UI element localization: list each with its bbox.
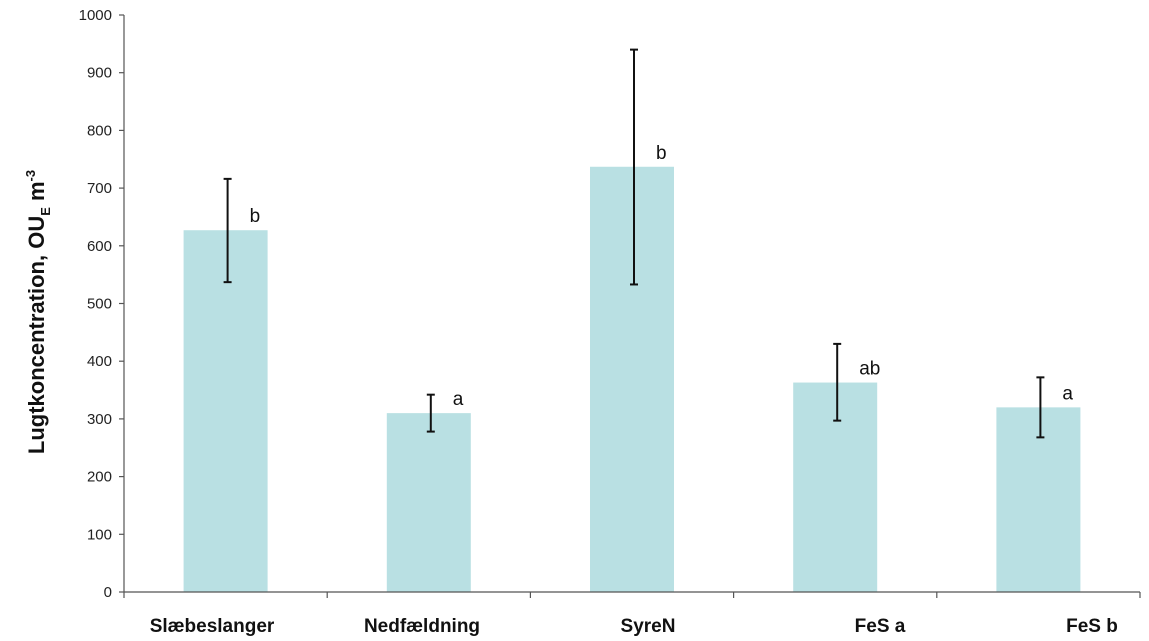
x-category-label: Slæbeslanger	[150, 616, 275, 637]
x-category-label: SyreN	[621, 616, 676, 637]
y-axis-label-main: Lugtkoncentration, OU	[24, 216, 49, 454]
bar	[996, 407, 1081, 592]
significance-letter: a	[1062, 383, 1073, 404]
x-category-label: FeS a	[855, 616, 906, 637]
y-tick-label: 600	[87, 238, 112, 255]
y-tick-label: 700	[87, 180, 112, 197]
y-axis-label: Lugtkoncentration, OUE m-3	[23, 170, 53, 454]
bar	[793, 382, 878, 592]
y-tick-label: 0	[104, 584, 112, 601]
y-tick-label: 500	[87, 296, 112, 313]
y-tick-label: 200	[87, 469, 112, 486]
y-tick-label: 1000	[79, 7, 112, 24]
y-tick-label: 300	[87, 411, 112, 428]
bar	[386, 413, 471, 592]
y-axis-label-superscript: -3	[23, 170, 38, 182]
x-category-label: FeS b	[1066, 616, 1118, 637]
y-tick-label: 100	[87, 526, 112, 543]
significance-letter: ab	[859, 359, 880, 380]
significance-letter: a	[453, 389, 464, 410]
y-tick-label: 800	[87, 122, 112, 139]
y-tick-label: 900	[87, 65, 112, 82]
significance-letter: b	[250, 206, 261, 227]
x-category-label: Nedfældning	[364, 616, 480, 637]
y-tick-label: 400	[87, 353, 112, 370]
svg-text:Lugtkoncentration, OUE m-3: Lugtkoncentration, OUE m-3	[23, 170, 53, 454]
plot-area: 0 100 200 300 400 500 600 700 800 900 1000 Slæbesla…	[79, 7, 1141, 637]
y-axis-label-subscript: E	[38, 207, 53, 216]
significance-letter: b	[656, 143, 667, 164]
y-axis-label-unit: m	[24, 181, 49, 207]
bar	[183, 230, 268, 592]
bar	[590, 166, 674, 592]
